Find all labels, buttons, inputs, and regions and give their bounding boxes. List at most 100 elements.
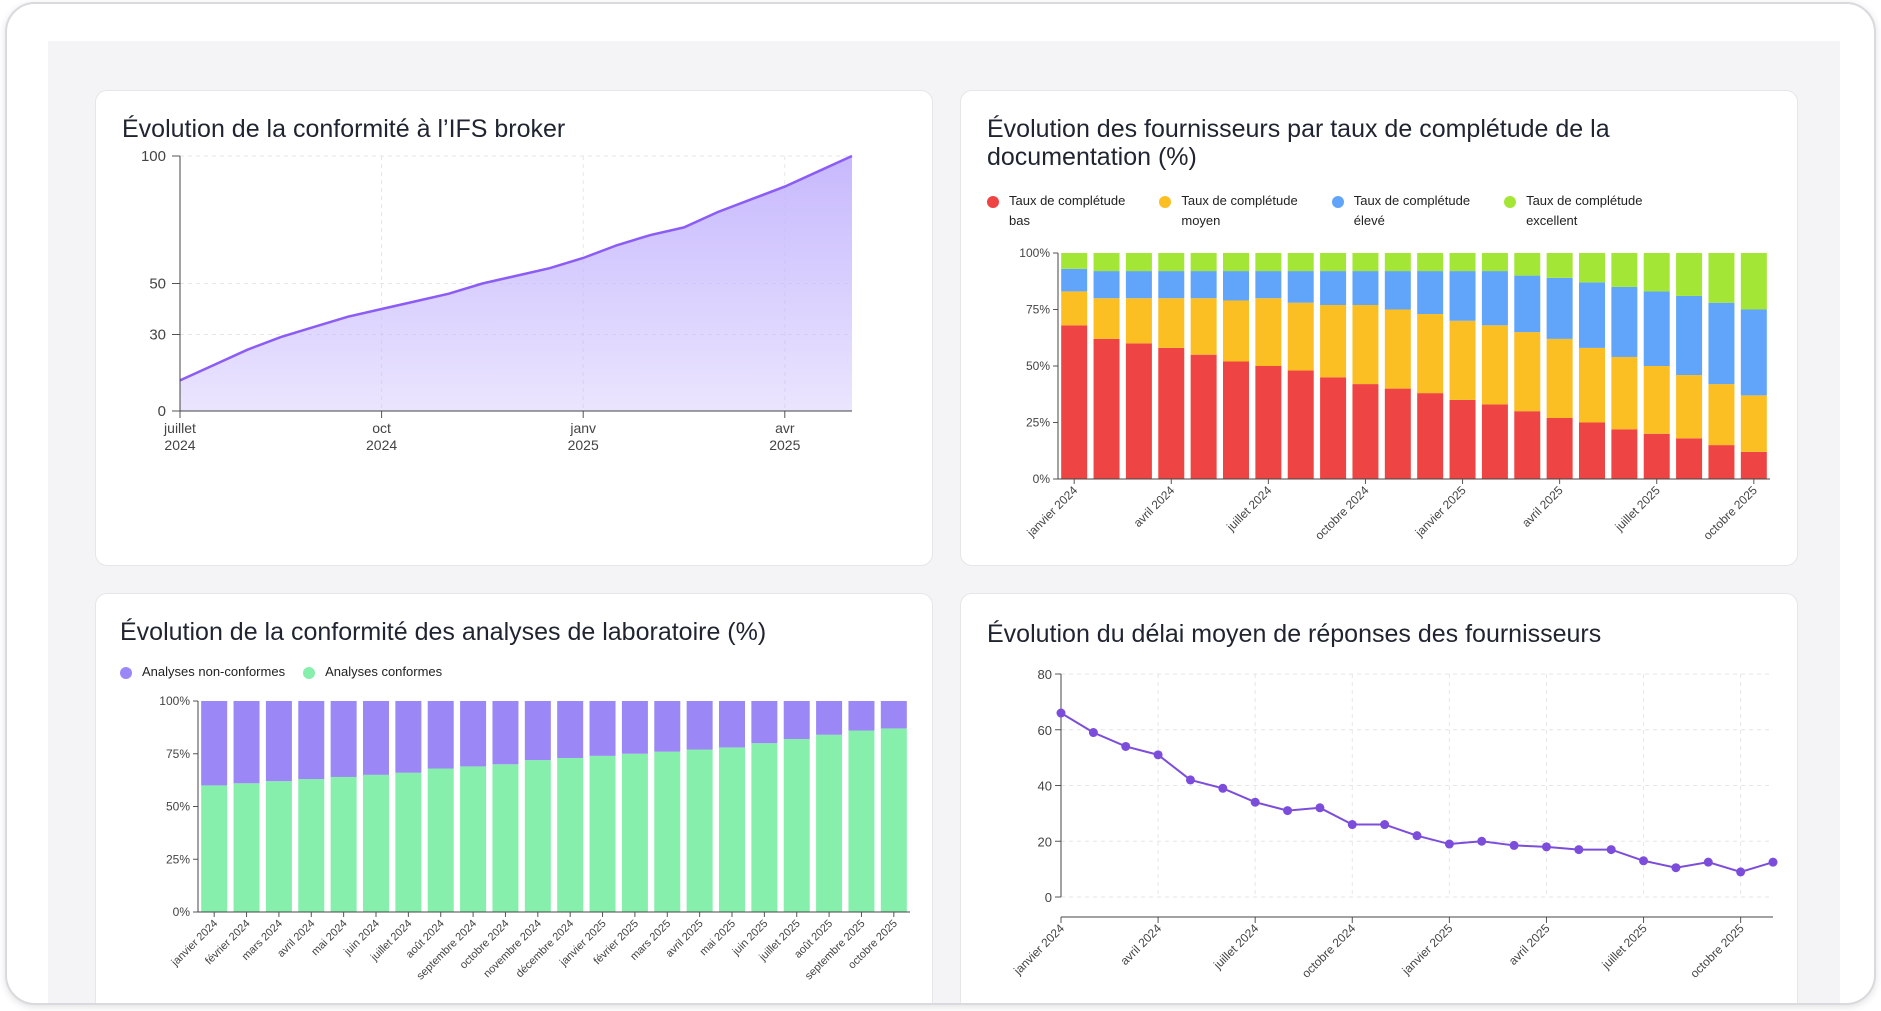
delay-point: [1056, 708, 1066, 718]
bar-segment: [1384, 309, 1411, 389]
xtick-label: avril 2025: [1519, 483, 1566, 530]
bar-segment: [1611, 286, 1638, 357]
delay-point: [1412, 831, 1422, 841]
xtick-label: avril 2024: [1131, 483, 1178, 530]
ifs-ytick-label: 30: [149, 327, 166, 344]
legend-item[interactable]: Taux de complétude moyen: [1159, 191, 1298, 231]
delay-point: [1606, 845, 1616, 855]
bar-segment: [1740, 253, 1767, 310]
ytick-label: 75%: [166, 747, 190, 761]
bar-segment: [1676, 375, 1703, 439]
bar-segment: [686, 701, 713, 750]
bar-segment: [1093, 253, 1120, 272]
legend-item[interactable]: Taux de complétude bas: [987, 191, 1125, 231]
bar-segment: [1708, 445, 1735, 479]
bar-segment: [1255, 253, 1282, 272]
delay-point: [1121, 741, 1131, 751]
delay-ytick-label: 0: [1045, 890, 1052, 905]
bar-segment: [719, 747, 745, 912]
bar-segment: [686, 749, 713, 912]
delay-point: [1541, 842, 1551, 852]
legend-item[interactable]: Taux de complétude excellent: [1504, 191, 1642, 231]
bar-segment: [751, 701, 778, 744]
window-frame: Évolution de la conformité à l’IFS broke…: [5, 2, 1876, 1005]
ytick-label: 100%: [1019, 246, 1050, 260]
delay-point: [1639, 856, 1649, 866]
legend-label: Taux de complétude bas: [1009, 193, 1126, 228]
bar-segment: [1611, 253, 1638, 287]
xtick-label: octobre 2025: [1700, 483, 1760, 543]
delay-point: [1283, 806, 1293, 816]
legend-item[interactable]: Taux de complétude élevé: [1331, 191, 1470, 231]
bar-segment: [395, 701, 422, 773]
bar-segment: [1320, 304, 1347, 378]
legend-item[interactable]: Analyses conformes: [303, 662, 442, 682]
ytick-label: 50%: [1026, 359, 1050, 373]
bar-segment: [298, 701, 325, 780]
bar-segment: [1579, 347, 1605, 423]
bar-segment: [1514, 253, 1541, 276]
bar-segment: [848, 730, 875, 912]
bar-segment: [363, 774, 389, 912]
bar-segment: [201, 701, 228, 786]
ifs-ytick-label: 0: [158, 403, 166, 420]
delay-point: [1768, 857, 1778, 867]
legend-label: Taux de complétude moyen: [1181, 193, 1298, 228]
bar-segment: [201, 785, 228, 912]
delay-point: [1703, 857, 1713, 867]
bar-segment: [816, 734, 843, 912]
bar-segment: [880, 728, 907, 912]
bar-segment: [1676, 295, 1703, 376]
xtick-label: octobre 2024: [1312, 483, 1372, 543]
xtick-label: décembre 2024: [514, 918, 577, 981]
bar-segment: [1223, 253, 1249, 272]
xtick-label: juillet 2025: [1612, 483, 1663, 534]
bar-segment: [1061, 291, 1088, 326]
lab-legend: Analyses non-conformes Analyses conformes: [120, 662, 460, 682]
bar-segment: [719, 701, 745, 748]
ytick-label: 100%: [159, 694, 190, 708]
bar-segment: [751, 743, 778, 912]
bar-segment: [330, 701, 357, 777]
ifs-ytick-label: 100: [141, 148, 166, 165]
legend-label: Taux de complétude excellent: [1526, 193, 1643, 228]
bar-segment: [654, 701, 681, 752]
bar-segment: [1740, 309, 1767, 396]
ifs-xtick-label: avr: [775, 420, 795, 436]
delay-point: [1736, 867, 1746, 877]
bar-segment: [848, 701, 875, 731]
ifs-xtick-label: 2025: [769, 437, 800, 453]
xtick-label: novembre 2024: [481, 918, 544, 981]
bar-segment: [1579, 282, 1605, 348]
delay-xtick-label: juillet 2024: [1210, 921, 1261, 972]
suppliers-title: Évolution des fournisseurs par taux de c…: [987, 115, 1610, 171]
bar-segment: [1514, 275, 1541, 333]
bar-segment: [654, 751, 681, 912]
bar-segment: [880, 701, 907, 729]
bar-segment: [1417, 253, 1444, 272]
bar-segment: [1320, 253, 1347, 272]
bar-segment: [1287, 271, 1314, 303]
bar-segment: [557, 757, 584, 912]
ifs-xtick-label: 2024: [366, 437, 397, 453]
bar-segment: [1287, 370, 1314, 479]
bar-segment: [1352, 253, 1379, 272]
bar-segment: [1158, 271, 1185, 299]
bar-segment: [1125, 271, 1152, 299]
bar-segment: [1708, 253, 1735, 303]
bar-segment: [1740, 395, 1767, 452]
bar-segment: [816, 701, 843, 735]
bar-segment: [589, 701, 616, 756]
legend-item[interactable]: Analyses non-conformes: [120, 662, 285, 682]
ifs-xtick-label: juillet: [163, 420, 196, 436]
delay-ytick-label: 80: [1038, 667, 1052, 682]
bar-segment: [1740, 451, 1767, 479]
bar-segment: [783, 738, 810, 912]
bar-segment: [524, 760, 551, 912]
bar-segment: [1384, 271, 1411, 310]
bar-segment: [1676, 438, 1703, 479]
bar-segment: [1287, 302, 1314, 371]
bar-segment: [1481, 271, 1508, 326]
bar-segment: [1481, 253, 1508, 272]
delay-line-chart: 0 20 40 60 80 janvier 2024 avril 2024 juillet 2…: [1010, 667, 1778, 981]
